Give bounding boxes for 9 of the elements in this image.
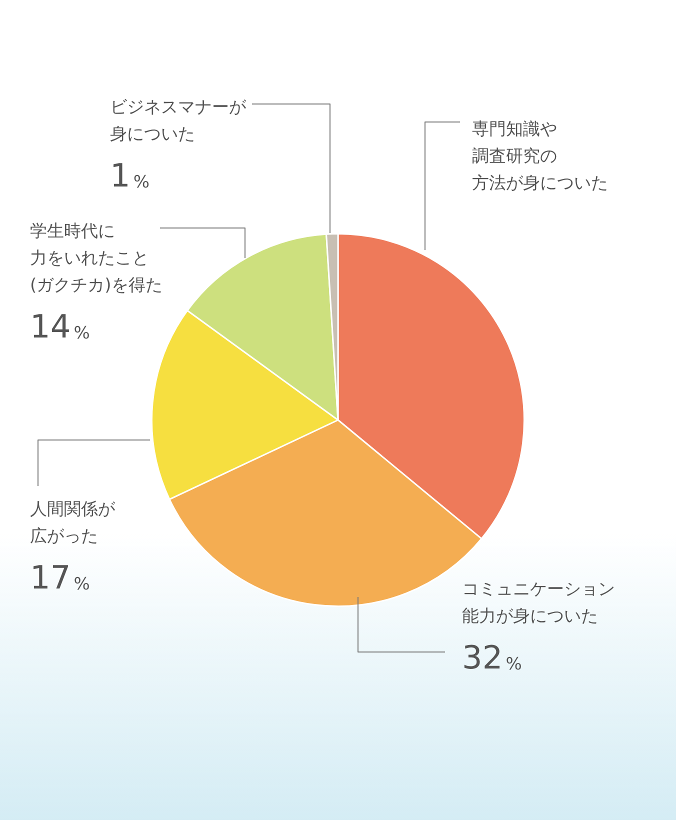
slice-label: 人間関係が広がった <box>30 499 116 546</box>
slice-label: 学生時代に力をいれたこと(ガクチカ)を得た <box>30 221 162 296</box>
slice-label: コミュニケーション能力が身についた <box>462 579 615 626</box>
data-label: 14% <box>30 307 90 346</box>
slice-label: ビジネスマナーが身についた <box>110 97 247 144</box>
slice-label: 専門知識や調査研究の方法が身についた <box>472 119 608 194</box>
data-label: 1% <box>110 156 150 194</box>
data-label: 17% <box>30 558 90 596</box>
data-label: 32% <box>462 638 522 676</box>
